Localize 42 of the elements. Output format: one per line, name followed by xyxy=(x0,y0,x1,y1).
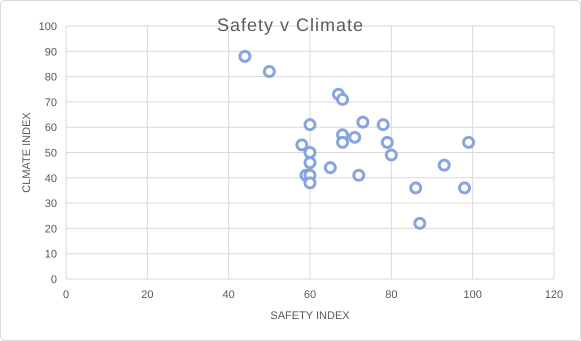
point xyxy=(438,158,451,172)
point xyxy=(458,181,472,194)
y-tick-label: 40 xyxy=(44,172,57,185)
point xyxy=(336,136,350,149)
y-tick-label: 70 xyxy=(44,96,57,109)
y-tick-label: 20 xyxy=(44,223,57,236)
y-tick-label: 90 xyxy=(44,46,57,58)
point xyxy=(295,138,308,152)
point xyxy=(409,181,422,194)
point xyxy=(262,65,276,78)
point xyxy=(304,176,316,190)
point xyxy=(376,118,390,132)
point xyxy=(413,216,426,230)
point xyxy=(356,116,370,129)
y-tick-label: 50 xyxy=(44,148,57,160)
y-tick-label: 0 xyxy=(50,274,57,286)
point xyxy=(238,50,252,63)
point xyxy=(380,136,394,149)
point xyxy=(304,118,316,132)
y-axis-title: CLMATE INDEX xyxy=(21,112,33,193)
point xyxy=(352,168,366,182)
y-tick-label: 10 xyxy=(44,248,57,261)
point xyxy=(348,130,362,144)
chart-title: Safety v Climate xyxy=(216,15,364,35)
x-tick-label: 80 xyxy=(385,289,398,301)
x-tick-label: 60 xyxy=(304,289,316,301)
point xyxy=(324,161,337,174)
x-tick-label: 20 xyxy=(141,289,154,301)
x-tick-label: 100 xyxy=(463,289,482,301)
x-axis-title: SAFETY INDEX xyxy=(270,310,350,322)
x-tick-label: 120 xyxy=(544,289,564,301)
x-tick-label: 0 xyxy=(62,289,70,301)
point xyxy=(304,156,316,170)
y-tick-label: 80 xyxy=(44,72,57,84)
y-tick-label: 30 xyxy=(44,198,57,210)
point xyxy=(336,92,350,106)
point xyxy=(304,146,316,159)
point xyxy=(462,136,476,149)
x-tick-label: 40 xyxy=(222,289,235,301)
point xyxy=(384,148,398,162)
y-tick-label: 60 xyxy=(44,122,57,134)
y-tick-label: 100 xyxy=(38,21,57,33)
